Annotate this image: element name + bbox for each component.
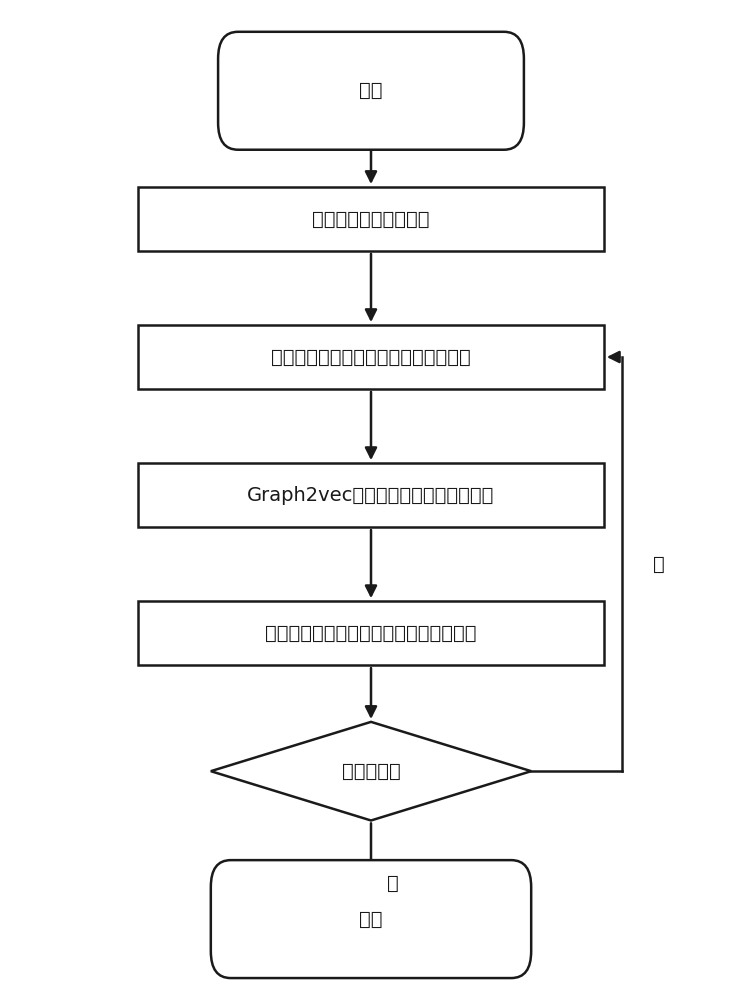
Text: 结束: 结束 — [359, 910, 383, 929]
Polygon shape — [211, 722, 531, 820]
FancyBboxPatch shape — [211, 860, 531, 978]
FancyBboxPatch shape — [218, 32, 524, 150]
Bar — [138, 325, 604, 389]
Text: 否: 否 — [653, 555, 665, 574]
Text: 设置超参数，圆系有限穿越可视图建网: 设置超参数，圆系有限穿越可视图建网 — [271, 348, 471, 367]
Text: 开始: 开始 — [359, 81, 383, 100]
Text: 满足需求？: 满足需求？ — [341, 762, 401, 781]
Bar — [138, 463, 604, 527]
Bar — [138, 601, 604, 665]
Text: 特征拼接后随机森林算法训练并完成分类: 特征拼接后随机森林算法训练并完成分类 — [265, 624, 477, 643]
Text: 读取时间序列并预处理: 读取时间序列并预处理 — [312, 209, 430, 228]
Bar — [138, 187, 604, 251]
Text: Graph2vec自动提取整体网络图的特征: Graph2vec自动提取整体网络图的特征 — [247, 486, 495, 505]
Text: 是: 是 — [387, 874, 398, 893]
